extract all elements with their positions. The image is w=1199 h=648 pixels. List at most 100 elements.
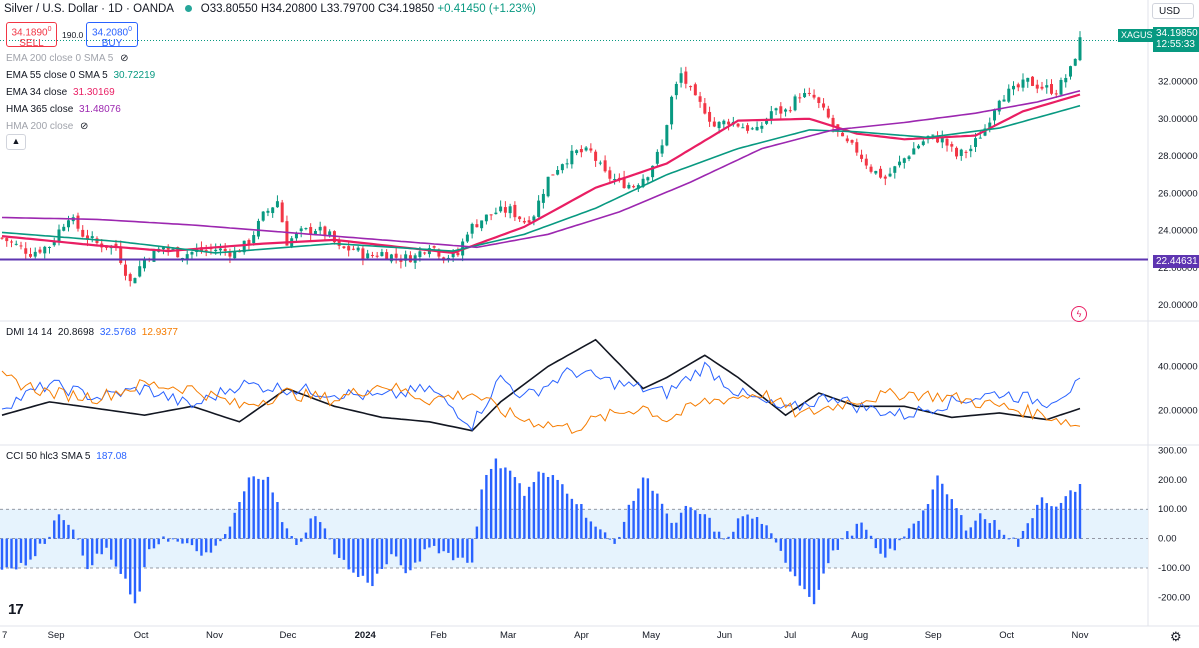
candle-body: [784, 109, 788, 112]
candle-body: [185, 254, 189, 259]
dmi-line-adx: [1, 338, 1081, 432]
buy-button[interactable]: 34.20800 BUY: [86, 22, 138, 49]
ohlc-high: H34.20800: [260, 3, 318, 15]
cci-bar: [186, 538, 189, 544]
candle-body: [874, 170, 878, 174]
candle-body: [142, 258, 146, 269]
cci-bar: [499, 468, 502, 539]
cci-bar: [779, 538, 783, 551]
cci-bar: [57, 514, 61, 539]
cci-bar: [266, 476, 270, 539]
cci-bar: [138, 538, 141, 592]
cci-bar: [945, 494, 949, 539]
cci-bar: [537, 471, 540, 539]
cci-bar: [803, 538, 806, 590]
cci-bar: [456, 538, 460, 558]
cci-bar: [29, 538, 32, 560]
lightning-icon[interactable]: ϟ: [1071, 306, 1087, 322]
candle-body: [660, 145, 664, 154]
cci-bar: [404, 538, 407, 574]
candle-body: [0, 237, 4, 239]
cci-bar: [599, 529, 602, 539]
cci-bar: [38, 538, 42, 544]
price-tick-label: 22.00000: [1158, 263, 1198, 274]
candle-body: [214, 249, 218, 252]
cci-bar: [442, 538, 445, 552]
currency-select[interactable]: USD: [1152, 3, 1194, 19]
candle-body: [679, 73, 683, 83]
candle-body: [978, 137, 982, 139]
cci-bar: [575, 504, 578, 539]
ohlc-open: O33.80550: [200, 3, 258, 15]
candle-body: [537, 200, 541, 217]
candle-body: [508, 206, 512, 214]
candle-body: [1059, 79, 1063, 95]
indicator-hma365[interactable]: HMA 365 close 31.48076: [6, 104, 121, 115]
collapse-legend-button[interactable]: ▲: [6, 134, 26, 150]
symbol-title[interactable]: Silver / U.S. Dollar · 1D · OANDA: [4, 3, 174, 15]
cci-bar: [24, 538, 27, 566]
dmi-line-di: [1, 370, 1081, 434]
cci-bar: [1074, 491, 1077, 539]
cci-bar: [295, 538, 298, 546]
cci-bar: [171, 538, 175, 540]
eye-off-icon[interactable]: ⊘: [80, 121, 89, 132]
cci-bar: [271, 492, 274, 539]
cci-bar: [257, 478, 260, 539]
settings-gear-icon[interactable]: ⚙: [1170, 629, 1182, 644]
candle-body: [646, 177, 650, 181]
cci-bar: [432, 538, 436, 546]
cci-bar: [903, 536, 906, 539]
cci-bar: [314, 516, 317, 539]
indicator-value: 30.72219: [113, 70, 156, 81]
cci-bar: [998, 529, 1001, 539]
candle-body: [855, 142, 859, 153]
eye-off-icon[interactable]: ⊘: [120, 53, 129, 64]
candle-body: [1050, 84, 1054, 94]
cci-bar: [0, 538, 4, 570]
sell-button[interactable]: 34.18900 SELL: [6, 22, 57, 49]
indicator-ema55[interactable]: EMA 55 close 0 SMA 5 30.72219: [6, 70, 155, 81]
tradingview-logo[interactable]: 17: [8, 601, 24, 618]
indicator-ema200[interactable]: EMA 200 close 0 SMA 5 ⊘: [6, 53, 128, 64]
sell-price: 34.1890: [11, 27, 48, 39]
candle-body: [670, 96, 674, 125]
time-tick-label: Nov: [1072, 630, 1089, 641]
countdown: 12:55:33: [1156, 39, 1195, 50]
candle-body: [817, 97, 821, 103]
cci-bar: [15, 538, 18, 570]
candle-body: [898, 161, 902, 166]
cci-bar: [53, 520, 56, 539]
indicator-ema34[interactable]: EMA 34 close 31.30169: [6, 87, 115, 98]
cci-bar: [299, 538, 303, 542]
candle-body: [518, 216, 522, 220]
candle-body: [503, 207, 507, 213]
hline-price-tag: 22.44631: [1153, 255, 1199, 268]
candle-body: [1078, 37, 1082, 61]
cci-bar: [941, 483, 944, 539]
price-tick-label: 32.00000: [1158, 76, 1198, 87]
candle-body: [651, 165, 655, 178]
cci-bar: [34, 538, 37, 557]
cci-bar: [375, 538, 379, 574]
indicator-hma200[interactable]: HMA 200 close ⊘: [6, 121, 88, 132]
time-tick-label: Jun: [717, 630, 732, 641]
cci-bar: [898, 538, 901, 541]
cci-bar: [228, 526, 232, 539]
cci-bar: [475, 526, 479, 539]
price-tick-label: 24.00000: [1158, 226, 1198, 237]
candle-body: [271, 207, 275, 214]
dmi-legend[interactable]: DMI 14 14 20.8698 32.5768 12.9377: [6, 327, 178, 338]
candle-body: [361, 248, 365, 259]
cci-pane: [0, 458, 1148, 605]
cci-bar: [162, 536, 165, 539]
cci-bar: [888, 538, 892, 549]
cci-bar: [461, 538, 464, 558]
candle-body: [19, 245, 23, 247]
cci-bar: [741, 516, 745, 539]
cci-bar: [209, 538, 213, 553]
cci-bar: [124, 538, 127, 579]
cci-legend[interactable]: CCI 50 hlc3 SMA 5 187.08: [6, 451, 127, 462]
cci-name: CCI 50 hlc3 SMA 5: [6, 451, 91, 462]
